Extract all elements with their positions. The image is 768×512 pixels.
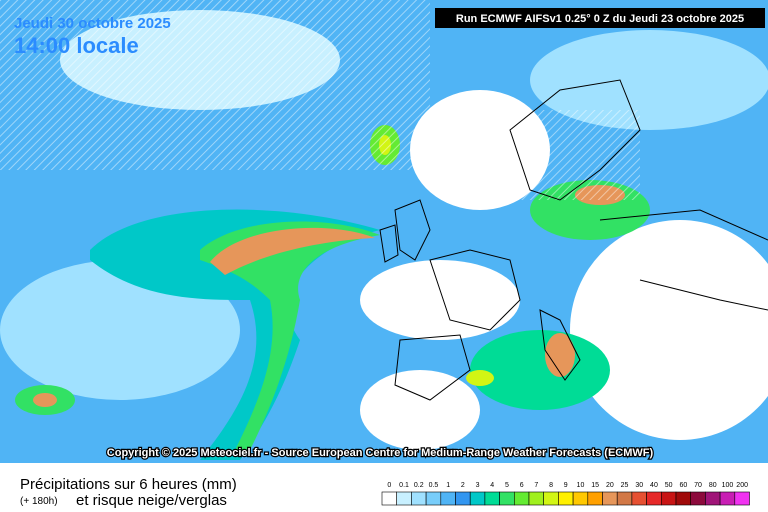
legend-swatch [455, 491, 471, 506]
footer-subtitle: et risque neige/verglas [76, 492, 227, 509]
legend-swatch [499, 491, 515, 506]
legend-swatch [440, 491, 456, 506]
legend-swatch [719, 491, 736, 506]
legend-swatch [734, 491, 750, 506]
legend-label: 20 [606, 482, 614, 489]
legend-swatch [528, 491, 544, 506]
legend-label: 10 [577, 482, 585, 489]
legend-swatch [675, 491, 691, 506]
legend-label: 5 [505, 482, 509, 489]
legend-swatch [705, 491, 721, 506]
forecast-date: Jeudi 30 octobre 2025 [14, 15, 171, 32]
legend-label: 8 [549, 482, 553, 489]
legend-swatch [646, 491, 662, 506]
legend-label: 50 [665, 482, 673, 489]
legend-label: 6 [520, 482, 524, 489]
legend-label: 0.2 [414, 482, 424, 489]
legend-label: 3 [476, 482, 480, 489]
legend-swatch [602, 491, 618, 506]
legend-swatch [484, 491, 500, 506]
legend-swatch [572, 491, 589, 506]
footer-title: Précipitations sur 6 heures (mm) [20, 476, 237, 493]
legend-label: 9 [564, 482, 568, 489]
legend-swatch [396, 491, 412, 506]
legend-label: 0 [387, 482, 391, 489]
legend-swatch [513, 491, 530, 506]
legend-swatch [411, 491, 427, 506]
legend-label: 0.5 [429, 482, 439, 489]
legend-swatch [587, 491, 603, 506]
legend-swatch [660, 491, 677, 506]
legend-label: 1 [446, 482, 450, 489]
legend-swatch [469, 491, 486, 506]
map [0, 0, 768, 463]
legend-swatch [558, 491, 574, 506]
forecast-time: 14:00 locale [14, 33, 139, 58]
run-box [435, 8, 765, 28]
legend-label: 25 [621, 482, 629, 489]
legend-label: 2 [461, 482, 465, 489]
legend-label: 40 [650, 482, 658, 489]
legend-label: 7 [534, 482, 538, 489]
legend-swatch [616, 491, 633, 506]
legend-swatch [425, 491, 442, 506]
legend-label: 100 [722, 482, 734, 489]
legend-label: 0.1 [399, 482, 409, 489]
copyright: Copyright © 2025 Meteociel.fr - Source E… [107, 447, 654, 459]
footer-lead: (+ 180h) [20, 496, 58, 507]
legend-label: 60 [679, 482, 687, 489]
legend-label: 30 [635, 482, 643, 489]
legend-label: 15 [591, 482, 599, 489]
color-legend: 0 0.1 0.2 0.5 1 2 3 4 5 6 7 8 9 10 15 20 25 30 40 50 60 70 80 1… [381, 482, 750, 506]
legend-swatch [631, 491, 647, 506]
legend-label: 4 [490, 482, 494, 489]
legend-label: 200 [736, 482, 748, 489]
run-info: Run ECMWF AIFSv1 0.25° 0 Z du Jeudi 23 o… [456, 13, 744, 25]
legend-label: 80 [709, 482, 717, 489]
legend-swatch [543, 491, 559, 506]
legend-swatch [381, 491, 397, 506]
legend-label: 70 [694, 482, 702, 489]
legend-swatch [690, 491, 706, 506]
